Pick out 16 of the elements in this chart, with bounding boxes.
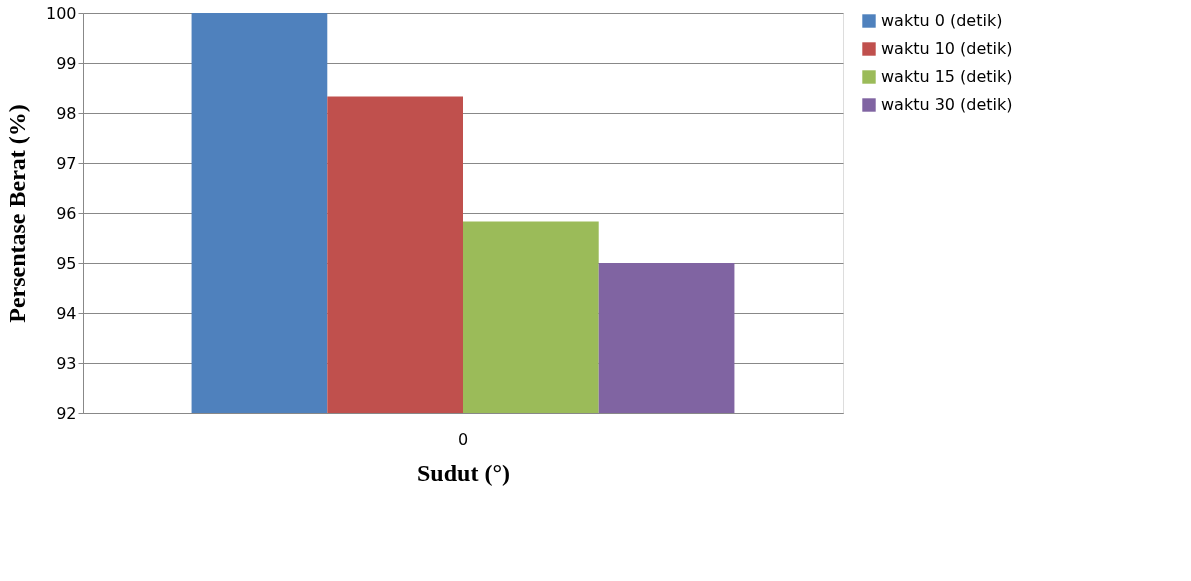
legend-label: waktu 0 (detik) xyxy=(881,11,1003,30)
y-tick-label: 93 xyxy=(56,353,77,373)
x-tick-label: 0 xyxy=(457,429,469,449)
legend-label: waktu 15 (detik) xyxy=(881,67,1013,86)
y-tick-label: 95 xyxy=(56,253,77,273)
y-tick-label: 92 xyxy=(56,403,77,423)
y-tick-label: 100 xyxy=(45,3,77,23)
legend-label: waktu 10 (detik) xyxy=(881,39,1013,58)
y-tick-label: 94 xyxy=(56,303,77,323)
y-tick-label: 99 xyxy=(56,53,77,73)
y-tick-label: 96 xyxy=(56,203,77,223)
x-axis-title: Sudut (°) xyxy=(417,459,510,486)
legend-label: waktu 30 (detik) xyxy=(881,95,1013,114)
y-tick-label: 97 xyxy=(56,153,77,173)
y-tick-label: 98 xyxy=(56,103,77,123)
y-axis-title: Persentase Berat (%) xyxy=(3,104,30,323)
